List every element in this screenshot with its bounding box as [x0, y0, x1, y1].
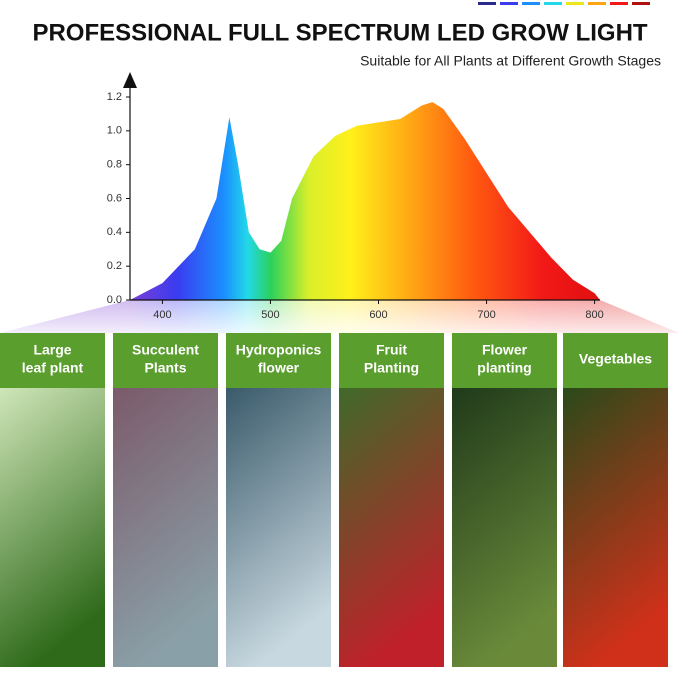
panel-label: Hydroponics: [236, 342, 322, 358]
y-tick-label: 1.2: [107, 91, 122, 103]
spectrum-area: [130, 102, 600, 300]
panel-label: Fruit: [376, 342, 407, 358]
x-tick-label: 800: [585, 309, 603, 321]
y-axis-arrow: [123, 72, 137, 88]
panel-label: Succulent: [132, 342, 199, 358]
panels: Large leaf plant Succulent Plants Hydroponic…: [0, 333, 668, 667]
x-tick-label: 400: [153, 309, 171, 321]
light-cone-fade: [0, 300, 679, 333]
y-tick-label: 0.2: [107, 260, 122, 272]
panel-label: Flower: [482, 342, 528, 358]
subtitle: Suitable for All Plants at Different Gro…: [360, 53, 661, 69]
panel-photo: [339, 388, 444, 667]
color-dashes: [478, 2, 650, 5]
panel-label: flower: [258, 360, 300, 376]
y-tick-label: 0.8: [107, 159, 122, 171]
panel-photo: [563, 388, 668, 667]
panel-header: [0, 333, 105, 388]
panel-label: Vegetables: [579, 351, 652, 367]
panel-label: leaf plant: [22, 360, 84, 376]
title: PROFESSIONAL FULL SPECTRUM LED GROW LIGH…: [32, 19, 647, 46]
panel-label: Plants: [144, 360, 186, 376]
spectrum-chart: 0.0 0.2 0.4 0.6 0.8 1.0 1.2 400 500 600 700 800: [107, 72, 604, 321]
x-tick-label: 500: [261, 309, 279, 321]
panel-photo: [113, 388, 218, 667]
panel-label: Planting: [364, 360, 419, 376]
panel-header: [113, 333, 218, 388]
panel-header: [339, 333, 444, 388]
y-tick-label: 0.4: [107, 226, 122, 238]
panel-header: [563, 333, 668, 388]
x-tick-label: 700: [477, 309, 495, 321]
panel-photo: [226, 388, 331, 667]
panel-header: [452, 333, 557, 388]
panel-label: planting: [477, 360, 531, 376]
x-tick-label: 600: [369, 309, 387, 321]
panel-header: [226, 333, 331, 388]
y-tick-label: 1.0: [107, 125, 122, 137]
panel-label: Large: [33, 342, 71, 358]
y-tick-label: 0.6: [107, 192, 122, 204]
panel-photo: [0, 388, 105, 667]
panel-photo: [452, 388, 557, 667]
y-tick-label: 0.0: [107, 294, 122, 306]
